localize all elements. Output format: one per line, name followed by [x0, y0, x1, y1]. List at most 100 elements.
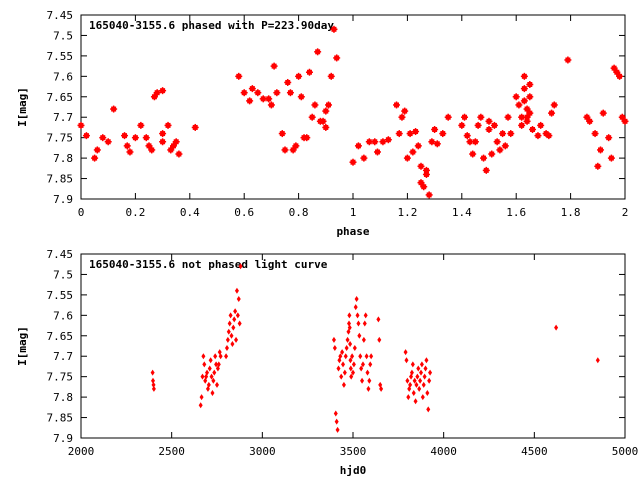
data-point [336, 365, 341, 372]
data-point [398, 113, 406, 121]
data-point [485, 125, 493, 133]
chart-title: 165040-3155.6 not phased light curve [89, 258, 328, 271]
x-tick-label: 4000 [430, 445, 457, 458]
data-point [526, 109, 534, 117]
data-point [520, 72, 528, 80]
y-tick-label: 7.65 [47, 91, 74, 104]
data-point [545, 132, 553, 140]
data-point [284, 78, 292, 86]
data-point [523, 105, 531, 113]
data-point [356, 320, 361, 327]
data-point [232, 316, 237, 323]
data-point [458, 121, 466, 129]
data-point [365, 369, 370, 376]
data-point [349, 158, 357, 166]
data-point [131, 134, 139, 142]
data-point [159, 87, 167, 95]
data-point [167, 146, 175, 154]
data-point [393, 101, 401, 109]
data-point [366, 385, 371, 392]
data-point [417, 385, 422, 392]
data-point [363, 312, 368, 319]
data-point [327, 72, 335, 80]
y-tick-label: 7.6 [53, 309, 73, 322]
x-tick-label: 1.4 [452, 206, 472, 219]
data-point [295, 72, 303, 80]
data-point [597, 146, 605, 154]
data-point [427, 377, 432, 384]
data-point [238, 263, 243, 270]
data-point [403, 154, 411, 162]
plot-frame [80, 14, 626, 200]
data-point [213, 353, 218, 360]
data-point [205, 369, 210, 376]
data-point [333, 410, 338, 417]
data-point [490, 121, 498, 129]
x-tick-label: 1.2 [397, 206, 417, 219]
data-point [482, 166, 490, 174]
data-point [424, 357, 429, 364]
data-point [526, 93, 534, 101]
chart-title: 165040-3155.6 phased with P=223.90day [89, 19, 334, 32]
data-point [607, 154, 615, 162]
y-tick-label: 7.45 [47, 9, 74, 22]
y-tick-label: 7.75 [47, 132, 74, 145]
data-point [201, 353, 206, 360]
data-point [351, 361, 356, 368]
data-point [235, 312, 240, 319]
y-axis-label: I[mag] [16, 87, 29, 127]
data-point [216, 361, 221, 368]
data-point [415, 373, 420, 380]
data-point [348, 357, 353, 364]
data-point [523, 117, 531, 125]
data-point [618, 113, 626, 121]
data-point [461, 113, 469, 121]
data-point [371, 138, 379, 146]
data-point [354, 142, 362, 150]
y-tick-label: 7.55 [47, 50, 74, 63]
data-point [322, 107, 330, 115]
data-point [303, 134, 311, 142]
data-point [191, 123, 199, 131]
data-point [342, 369, 347, 376]
data-point [198, 402, 203, 409]
x-tick-label: 2500 [158, 445, 185, 458]
data-point [169, 142, 177, 150]
data-point [376, 316, 381, 323]
data-point [292, 142, 300, 150]
data-point [426, 406, 431, 413]
data-point [411, 390, 416, 397]
data-point [214, 361, 219, 368]
data-point [463, 132, 471, 140]
data-point [425, 191, 433, 199]
y-tick-label: 7.5 [53, 29, 73, 42]
data-point [265, 95, 273, 103]
data-point [418, 377, 423, 384]
data-point [207, 365, 212, 372]
y-tick-label: 7.9 [53, 193, 73, 206]
data-point [419, 369, 423, 376]
data-point [564, 56, 572, 64]
data-point [200, 373, 205, 380]
data-point [246, 97, 254, 105]
data-point [499, 130, 507, 138]
data-point [414, 381, 419, 388]
data-point [469, 150, 477, 158]
data-point [341, 381, 346, 388]
data-point [413, 398, 418, 405]
data-point [477, 113, 485, 121]
data-point [423, 365, 428, 372]
data-point [234, 287, 239, 294]
data-point [311, 101, 319, 109]
data-point [202, 361, 207, 368]
data-point [433, 140, 441, 148]
data-point [504, 113, 512, 121]
data-point [289, 146, 297, 154]
data-point [357, 332, 362, 339]
y-tick-label: 7.45 [47, 248, 74, 261]
data-point [480, 154, 488, 162]
data-point [417, 179, 425, 187]
data-point [224, 345, 229, 352]
data-point [82, 132, 90, 140]
